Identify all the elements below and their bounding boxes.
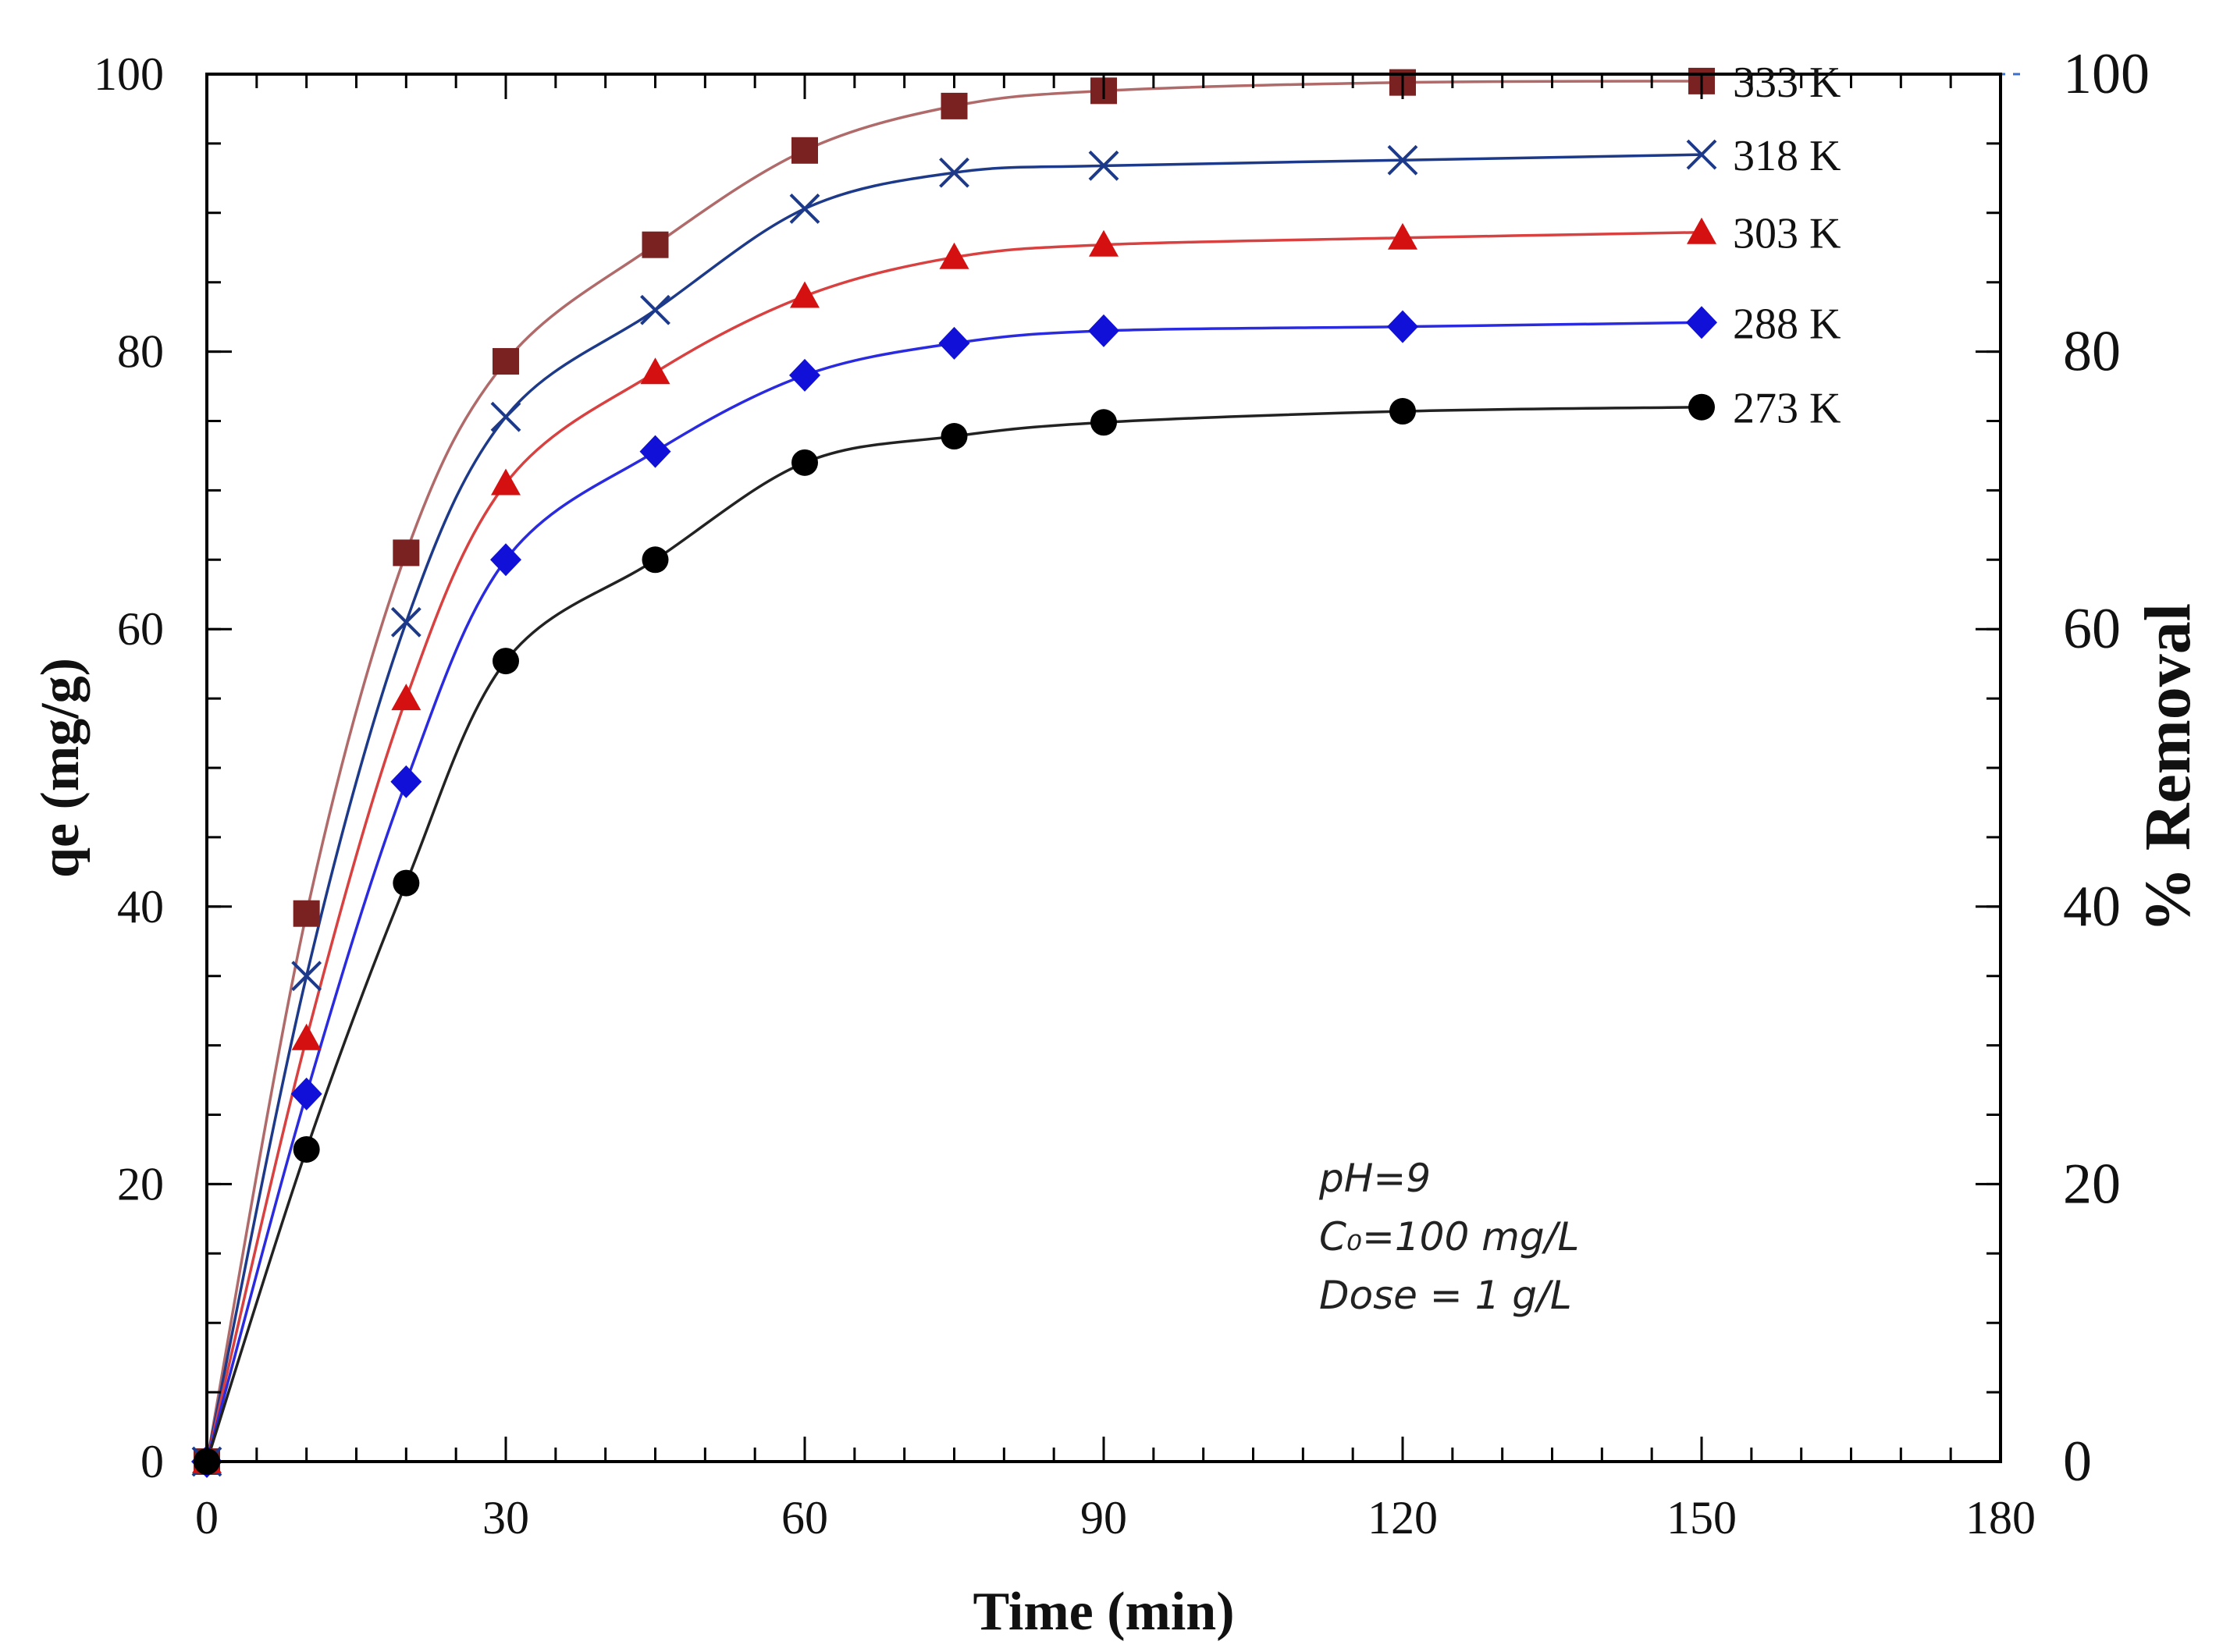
data-point-273k bbox=[493, 648, 519, 675]
data-point-273k bbox=[791, 449, 818, 476]
series-label-318k: 318 K bbox=[1733, 132, 1841, 180]
x-tick-label: 150 bbox=[1666, 1492, 1737, 1544]
data-point-303k bbox=[391, 684, 421, 711]
annotation-dose: Dose = 1 g/L bbox=[1319, 1273, 1572, 1318]
series-line-288k bbox=[205, 321, 1702, 1462]
x-tick-label: 90 bbox=[1080, 1492, 1127, 1544]
y-tick-label: 40 bbox=[117, 881, 164, 933]
y-tick-label: 0 bbox=[140, 1436, 164, 1487]
series-label-288k: 288 K bbox=[1733, 300, 1841, 348]
x-tick-label: 120 bbox=[1368, 1492, 1438, 1544]
x-axis-title: Time (min) bbox=[973, 1582, 1234, 1642]
data-point-288k bbox=[1686, 306, 1717, 339]
y2-axis-title: % Removal bbox=[2132, 603, 2204, 933]
x-tick-label: 30 bbox=[482, 1492, 529, 1544]
data-point-303k bbox=[1388, 222, 1417, 250]
data-point-333k bbox=[493, 348, 519, 375]
annotation-ph: pH=9 bbox=[1318, 1156, 1431, 1201]
data-point-333k bbox=[642, 231, 669, 258]
data-point-318k bbox=[390, 606, 421, 638]
data-point-288k bbox=[290, 1077, 322, 1110]
y-axis-title: qe (mg/g) bbox=[30, 658, 91, 878]
data-point-318k bbox=[789, 194, 820, 224]
data-point-303k bbox=[939, 242, 969, 269]
annotation-concentration: C₀=100 mg/L bbox=[1319, 1214, 1579, 1259]
data-point-318k bbox=[490, 401, 521, 432]
y2-tick-label: 20 bbox=[2063, 1152, 2121, 1216]
data-point-318k bbox=[1387, 144, 1418, 176]
y2-tick-label: 40 bbox=[2063, 875, 2121, 939]
data-point-303k bbox=[291, 1023, 322, 1050]
x-tick-label: 0 bbox=[195, 1492, 219, 1544]
series-line-273k bbox=[205, 405, 1702, 1462]
data-point-303k bbox=[491, 468, 521, 496]
data-point-288k bbox=[938, 326, 970, 360]
series-line-318k bbox=[205, 153, 1702, 1462]
data-point-288k bbox=[1387, 310, 1418, 343]
data-point-288k bbox=[639, 435, 671, 468]
series-line-333k bbox=[205, 80, 1702, 1462]
data-point-303k bbox=[790, 281, 820, 308]
data-point-273k bbox=[941, 423, 968, 450]
series-label-303k: 303 K bbox=[1733, 210, 1841, 258]
y2-tick-label: 0 bbox=[2063, 1430, 2092, 1494]
conditions-annotation: pH=9 C₀=100 mg/L Dose = 1 g/L bbox=[1318, 1156, 1579, 1318]
data-point-318k bbox=[291, 961, 322, 992]
data-point-273k bbox=[293, 1135, 320, 1163]
y2-tick-label: 80 bbox=[2063, 320, 2121, 384]
data-point-303k bbox=[1089, 229, 1119, 257]
data-point-333k bbox=[393, 539, 420, 567]
series-label-273k: 273 K bbox=[1733, 385, 1841, 433]
data-point-288k bbox=[390, 765, 422, 798]
x-tick-label: 180 bbox=[1965, 1492, 2036, 1544]
data-point-273k bbox=[1090, 409, 1117, 436]
data-point-273k bbox=[393, 869, 420, 897]
data-point-273k bbox=[1389, 398, 1416, 425]
data-point-273k bbox=[1688, 393, 1715, 421]
data-point-333k bbox=[791, 137, 818, 164]
series-line-303k bbox=[205, 230, 1702, 1462]
data-point-303k bbox=[640, 357, 670, 385]
data-point-318k bbox=[640, 294, 670, 325]
y-tick-label: 20 bbox=[117, 1158, 164, 1210]
series-label-333k: 333 K bbox=[1733, 59, 1841, 107]
data-point-288k bbox=[490, 543, 521, 577]
data-point-318k bbox=[1088, 150, 1119, 181]
data-point-288k bbox=[789, 358, 820, 392]
y-tick-label: 100 bbox=[94, 48, 164, 100]
data-point-303k bbox=[1687, 217, 1716, 244]
data-point-288k bbox=[1088, 314, 1119, 347]
data-point-333k bbox=[293, 900, 320, 927]
data-point-273k bbox=[642, 546, 669, 574]
y2-tick-label: 100 bbox=[2063, 42, 2150, 106]
data-point-318k bbox=[939, 157, 969, 188]
y-tick-label: 80 bbox=[117, 326, 164, 378]
y-tick-label: 60 bbox=[117, 603, 164, 655]
data-point-318k bbox=[1686, 139, 1717, 170]
data-point-333k bbox=[941, 92, 968, 119]
x-tick-label: 60 bbox=[781, 1492, 828, 1544]
y2-tick-label: 60 bbox=[2063, 597, 2121, 661]
